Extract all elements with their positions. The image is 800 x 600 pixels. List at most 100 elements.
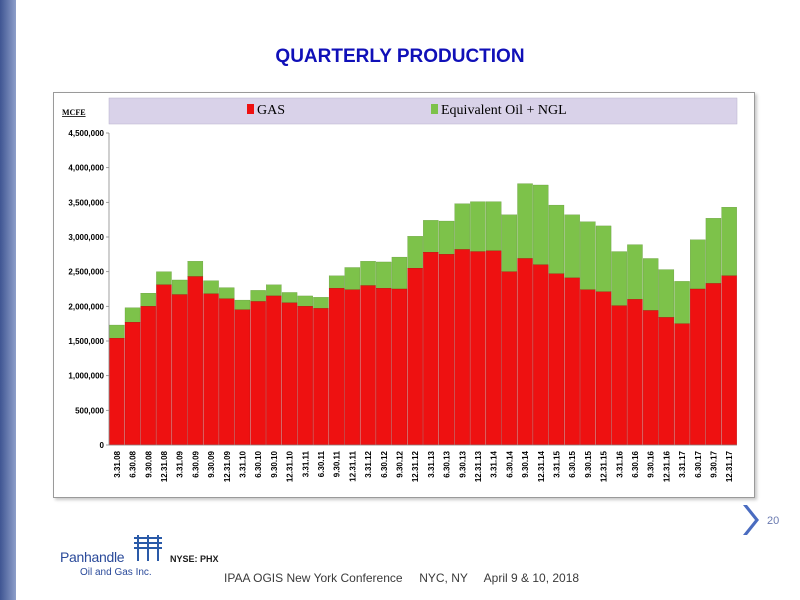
- bar-gas: [705, 283, 722, 446]
- footer-text: IPAA OGIS New York Conference NYC, NY Ap…: [224, 571, 580, 585]
- bar-gas: [580, 289, 596, 446]
- y-tick-label: 2,000,000: [68, 302, 104, 311]
- y-tick-label: 4,500,000: [68, 129, 104, 138]
- bar-oil-ngl: [533, 184, 549, 265]
- bar-gas: [642, 310, 659, 446]
- x-tick-label: 12.31.10: [286, 450, 295, 482]
- x-tick-label: 12.31.16: [662, 450, 671, 482]
- bar-gas: [187, 276, 204, 446]
- x-tick-label: 3.31.13: [427, 450, 436, 477]
- y-tick-label: 4,000,000: [68, 164, 104, 173]
- derrick-logo-icon: [134, 535, 162, 561]
- bar-gas: [234, 309, 251, 446]
- bar-gas: [517, 258, 533, 446]
- x-tick-label: 3.31.11: [301, 450, 310, 477]
- bar-gas: [203, 293, 219, 446]
- x-tick-label: 9.30.13: [458, 450, 467, 477]
- bar-oil-ngl: [297, 295, 313, 307]
- bar-gas: [611, 305, 627, 446]
- legend-band: [108, 97, 738, 125]
- bar-oil-ngl: [501, 214, 518, 272]
- x-tick-label: 12.31.14: [537, 450, 546, 482]
- x-tick-label: 9.30.16: [647, 450, 656, 477]
- x-tick-label: 6.30.15: [568, 450, 577, 477]
- bar-gas: [627, 299, 643, 446]
- bar-oil-ngl: [171, 279, 188, 295]
- x-axis-labels: 3.31.08 6.30.08 9.30.08 12.31.08 3.31.09 6.30…: [113, 450, 734, 482]
- bar-oil-ngl: [407, 236, 423, 269]
- bar-gas: [721, 275, 737, 446]
- bar-gas: [564, 277, 580, 446]
- x-tick-label: 6.30.16: [631, 450, 640, 477]
- legend-label-oil: Equivalent Oil + NGL: [441, 103, 567, 118]
- y-tick-label: 500,000: [75, 406, 104, 415]
- bar-oil-ngl: [203, 280, 219, 295]
- bar-gas: [171, 294, 188, 446]
- bar-oil-ngl: [454, 203, 470, 250]
- chevron-right-icon[interactable]: [738, 502, 762, 538]
- logo-ticker: NYSE: PHX: [170, 554, 219, 564]
- y-tick-label: 3,000,000: [68, 233, 104, 242]
- y-tick-label: 2,500,000: [68, 268, 104, 277]
- bar-oil-ngl: [124, 307, 141, 323]
- bar-oil-ngl: [219, 287, 235, 299]
- bar-gas: [548, 273, 565, 446]
- x-tick-label: 3.31.09: [176, 450, 185, 477]
- bar-gas: [219, 298, 235, 446]
- bar-oil-ngl: [376, 261, 392, 289]
- x-tick-label: 9.30.12: [395, 450, 404, 477]
- bar-gas: [501, 271, 518, 446]
- bar-gas: [109, 338, 125, 446]
- legend-swatch-gas: [247, 104, 254, 114]
- bar-gas: [266, 295, 282, 446]
- x-tick-label: 3.31.17: [678, 450, 687, 477]
- bar-gas: [156, 284, 172, 446]
- x-tick-label: 3.31.15: [552, 450, 561, 477]
- bar-gas: [690, 288, 706, 446]
- bar-oil-ngl: [438, 220, 455, 255]
- bar-gas: [297, 306, 313, 446]
- x-tick-label: 6.30.10: [254, 450, 263, 477]
- chart-frame: MCFE GAS Equivalent Oil + NGL 0 500,000 1,…: [53, 92, 755, 498]
- left-accent-bar: [0, 0, 16, 600]
- slide-title: QUARTERLY PRODUCTION: [275, 46, 525, 67]
- x-tick-label: 6.30.09: [191, 450, 200, 477]
- bar-oil-ngl: [580, 221, 596, 290]
- bar-gas: [454, 249, 470, 446]
- bar-gas: [485, 250, 502, 446]
- x-tick-label: 3.31.14: [490, 450, 499, 477]
- x-tick-label: 6.30.11: [317, 450, 326, 477]
- bar-oil-ngl: [234, 299, 251, 310]
- bar-oil-ngl: [156, 271, 172, 285]
- bar-gas: [140, 306, 156, 446]
- bar-oil-ngl: [517, 183, 533, 259]
- logo-subtitle: Oil and Gas Inc.: [80, 567, 152, 578]
- x-tick-label: 9.30.11: [333, 450, 342, 477]
- bar-oil-ngl: [470, 201, 486, 252]
- bar-oil-ngl: [109, 324, 125, 339]
- x-tick-label: 9.30.14: [521, 450, 530, 477]
- page-number: 20: [767, 515, 780, 527]
- bar-oil-ngl: [721, 207, 737, 276]
- x-tick-label: 6.30.14: [505, 450, 514, 477]
- bar-oil-ngl: [627, 244, 643, 300]
- y-axis-ticks: 0 500,000 1,000,000 1,500,000 2,000,000 2,500…: [68, 129, 109, 450]
- bar-oil-ngl: [548, 204, 565, 274]
- bar-gas: [423, 252, 439, 446]
- bar-oil-ngl: [344, 267, 361, 290]
- bar-gas: [391, 288, 408, 446]
- x-tick-label: 12.31.11: [348, 450, 357, 481]
- bar-oil-ngl: [658, 269, 675, 318]
- bar-oil-ngl: [250, 290, 266, 302]
- x-tick-label: 12.31.15: [600, 450, 609, 482]
- bar-gas: [328, 288, 345, 446]
- x-tick-label: 9.30.17: [709, 450, 718, 477]
- bar-gas: [376, 288, 392, 446]
- logo-name: Panhandle: [60, 549, 125, 565]
- x-tick-label: 12.31.17: [725, 450, 734, 482]
- x-tick-label: 6.30.13: [443, 450, 452, 477]
- bar-gas: [281, 302, 298, 446]
- x-tick-label: 9.30.09: [207, 450, 216, 477]
- bar-oil-ngl: [674, 281, 690, 324]
- legend-entry-oil: Equivalent Oil + NGL: [431, 103, 567, 118]
